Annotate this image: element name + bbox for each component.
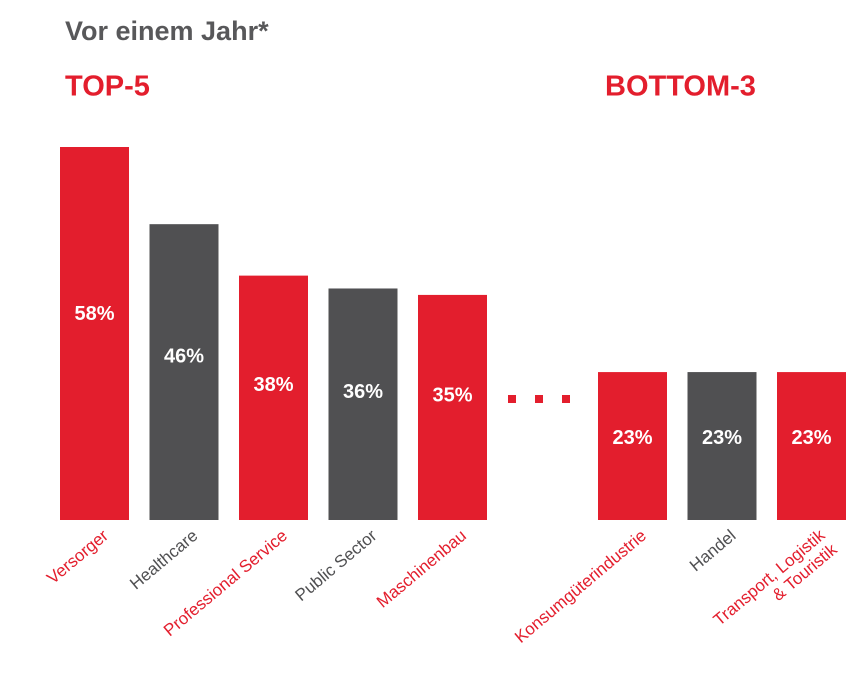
value-label: 38% (253, 374, 293, 396)
category-label: Versorger (43, 526, 112, 588)
ellipsis (508, 395, 570, 403)
bar (777, 372, 846, 520)
category-label: Handel (686, 526, 739, 575)
value-label: 35% (432, 384, 472, 406)
category-label-group: Healthcare (126, 526, 201, 593)
value-label: 58% (74, 303, 114, 325)
bar (239, 275, 308, 520)
category-label-group: Maschinenbau (373, 526, 470, 612)
group-title: BOTTOM-3 (605, 71, 756, 103)
bar (687, 372, 757, 520)
category-label: Healthcare (126, 526, 201, 593)
category-label: Konsumgüterindustrie (511, 526, 650, 647)
category-label-group: Versorger (43, 526, 112, 588)
group-title: TOP-5 (65, 71, 150, 103)
value-label: 23% (702, 427, 742, 449)
category-label-group: Handel (686, 526, 739, 575)
category-label: Maschinenbau (373, 526, 470, 612)
category-label: Public Sector (292, 526, 381, 605)
value-label: 23% (791, 427, 831, 449)
bar (418, 294, 487, 520)
bar (598, 372, 667, 520)
bar (60, 147, 129, 520)
bar (328, 288, 398, 520)
value-label: 23% (612, 427, 652, 449)
value-label: 46% (164, 346, 204, 368)
page-title: Vor einem Jahr* (65, 16, 269, 46)
category-label-group: Public Sector (292, 526, 381, 605)
bar (149, 224, 219, 520)
category-label-group: Konsumgüterindustrie (511, 526, 650, 647)
value-label: 36% (343, 381, 383, 403)
